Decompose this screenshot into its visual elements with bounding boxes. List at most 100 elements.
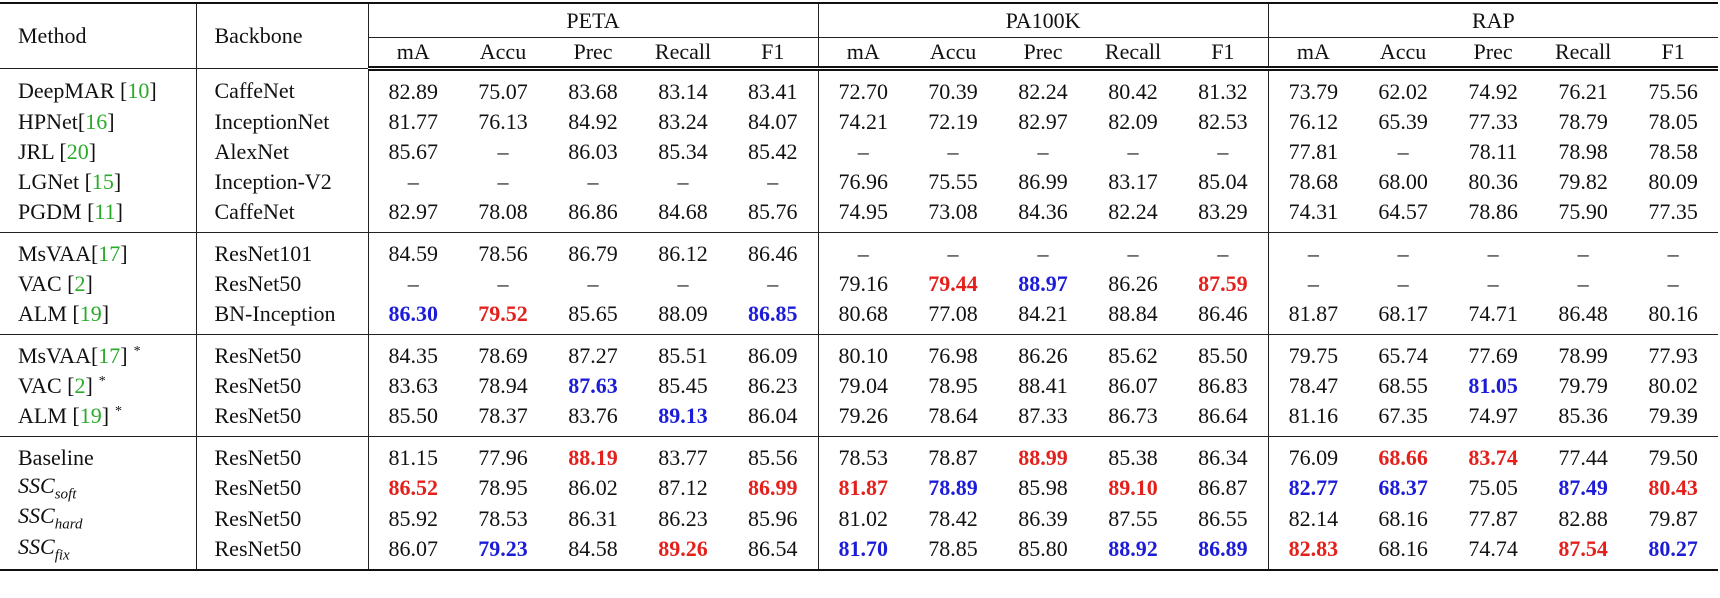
value-cell: –	[497, 139, 509, 164]
value-cell: 86.23	[728, 371, 819, 401]
value-cell: –	[947, 139, 959, 164]
backbone-cell: CaffeNet	[196, 197, 369, 233]
value-cell: 82.53	[1178, 107, 1269, 137]
value-cell: 75.05	[1468, 475, 1518, 501]
value-cell: 89.26	[638, 533, 728, 572]
value-cell: 86.31	[568, 505, 618, 531]
table-row: JRL [20] AlexNet 85.67–86.03 85.34 85.42– – – –…	[0, 137, 1718, 167]
value-cell: 68.00	[1378, 169, 1428, 194]
value-cell: 86.12	[658, 241, 708, 266]
value-cell: 88.19	[568, 445, 618, 470]
value-cell: 78.86	[1468, 199, 1518, 224]
value-cell: 85.67	[388, 139, 439, 164]
value-cell: 88.09	[658, 301, 708, 326]
value-cell: 74.74	[1448, 533, 1539, 572]
backbone-cell: InceptionNet	[196, 107, 369, 137]
value-cell: 84.58	[548, 533, 638, 572]
value-cell: 76.21	[1558, 79, 1608, 104]
method-text: DeepMAR [	[18, 78, 128, 103]
method-cell: LGNet [15]	[0, 167, 197, 197]
backbone-cell: ResNet50	[196, 473, 369, 504]
backbone-cell: ResNet50	[196, 533, 369, 572]
value-cell: 86.89	[1178, 533, 1269, 572]
value-cell: –	[497, 169, 509, 194]
value-cell: 83.24	[658, 109, 708, 134]
method-text: LGNet [	[18, 169, 92, 194]
table-row: ALM [19] * ResNet50 85.50 78.37 83.76 89.13 86.…	[0, 401, 1718, 437]
value-cell: 79.04	[838, 373, 889, 398]
method-text: ]	[85, 373, 93, 398]
value-cell: 81.70	[818, 533, 909, 572]
value-cell: 86.79	[568, 241, 618, 266]
value-cell: –	[1178, 137, 1269, 167]
row-group: MsVAA[17] * ResNet50 84.35 78.69 87.27 85.51 86…	[0, 334, 1719, 437]
value-cell: –	[1397, 271, 1409, 296]
value-cell: 87.59	[1178, 269, 1269, 299]
value-cell: 78.95	[478, 475, 528, 501]
method-text: MsVAA[	[18, 343, 99, 368]
value-cell: 87.27	[568, 343, 618, 368]
value-cell: –	[1577, 241, 1589, 266]
method-text: ]	[101, 403, 110, 428]
value-cell: 86.02	[568, 475, 618, 501]
value-cell: 86.99	[1018, 169, 1068, 194]
value-cell: –	[407, 169, 419, 194]
dataset-header: RAP	[1268, 2, 1719, 38]
value-cell: –	[857, 241, 869, 266]
value-cell: 87.12	[658, 475, 708, 501]
value-cell: 88.97	[1018, 271, 1068, 296]
metric-header: mA	[818, 37, 909, 71]
metric-header: F1	[728, 37, 819, 71]
value-cell: 85.65	[568, 301, 618, 326]
value-cell: 86.48	[1558, 301, 1608, 326]
value-cell: 86.46	[1178, 299, 1269, 335]
metric-header: Recall	[1088, 37, 1179, 71]
citation: 2	[74, 373, 86, 398]
value-cell: 82.24	[1018, 79, 1068, 104]
metric-header: Accu	[1358, 37, 1449, 71]
method-cell: ALM [19] *	[0, 401, 197, 437]
value-cell: 86.39	[1018, 505, 1068, 531]
value-cell: 74.97	[1468, 403, 1518, 428]
value-cell: 79.50	[1648, 445, 1698, 470]
value-cell: 82.83	[1268, 533, 1359, 572]
value-cell: 88.92	[1088, 533, 1179, 572]
table-row: Baseline ResNet50 81.15 77.96 88.19 83.77 85.5…	[0, 436, 1718, 473]
metric-header: Accu	[908, 37, 999, 71]
method-text: fix	[54, 547, 70, 564]
value-cell: –	[1487, 271, 1499, 296]
value-cell: 68.17	[1378, 301, 1428, 326]
value-cell: 78.53	[838, 445, 889, 470]
value-cell: 81.77	[388, 109, 439, 134]
table-row: HPNet[16] InceptionNet 81.77 76.13 84.92 83.2…	[0, 107, 1718, 137]
value-cell: 86.52	[388, 475, 439, 501]
value-cell: –	[1307, 241, 1319, 266]
value-cell: 78.37	[478, 403, 528, 428]
value-cell: 81.87	[1288, 301, 1339, 326]
value-cell: 68.16	[1378, 505, 1428, 531]
method-cell: MsVAA[17] *	[0, 334, 197, 371]
value-cell: 80.43	[1648, 475, 1698, 501]
value-cell: 75.07	[478, 79, 528, 104]
method-text: VAC [	[18, 271, 75, 296]
value-cell: –	[1577, 271, 1589, 296]
value-cell: 79.82	[1558, 169, 1608, 194]
value-cell: 80.36	[1468, 169, 1518, 194]
value-cell: 76.13	[478, 109, 528, 134]
citation: 19	[79, 403, 102, 428]
value-cell: 86.23	[658, 505, 708, 531]
value-cell: 86.73	[1108, 403, 1158, 428]
value-cell: 78.99	[1558, 343, 1608, 368]
row-group: Baseline ResNet50 81.15 77.96 88.19 83.77 85.5…	[0, 436, 1719, 572]
table-row: VAC [2] ResNet50– – – – –79.16 79.44 88.97 86.26…	[0, 269, 1718, 299]
value-cell: 80.09	[1648, 169, 1698, 194]
method-text: ]	[149, 78, 157, 103]
method-text: HPNet[	[18, 109, 86, 134]
value-cell: –	[1667, 271, 1679, 296]
citation: 20	[66, 139, 89, 164]
table-row: PGDM [11] CaffeNet 82.97 78.08 86.86 84.68 85.…	[0, 197, 1718, 233]
value-cell: 78.05	[1648, 109, 1698, 134]
value-cell: 86.99	[728, 473, 819, 504]
method-text: PGDM [	[18, 199, 95, 224]
value-cell: 87.49	[1558, 475, 1608, 501]
